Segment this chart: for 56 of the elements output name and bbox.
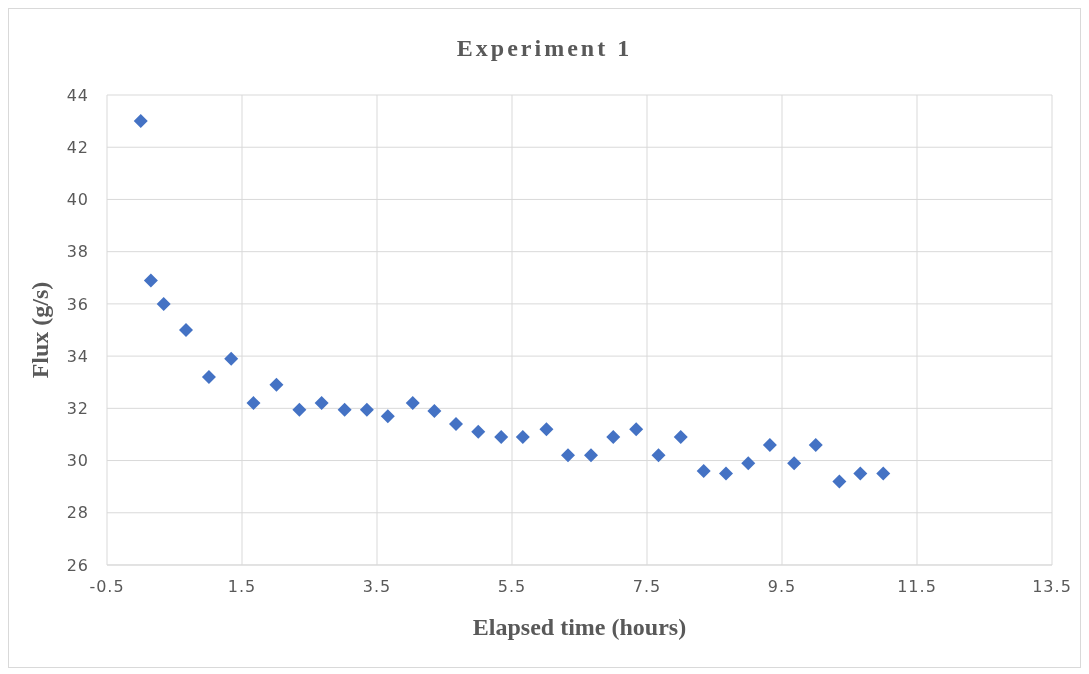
y-tick-label: 42 [66, 137, 89, 157]
point [583, 448, 598, 463]
x-tick-label: 3.5 [362, 577, 392, 597]
point [787, 456, 802, 471]
point [143, 273, 158, 288]
point [178, 323, 193, 337]
point [651, 448, 666, 463]
y-tick-label: 38 [66, 242, 89, 262]
point [314, 396, 329, 411]
point [448, 417, 463, 431]
point [741, 456, 756, 471]
x-tick-label: 9.5 [767, 577, 797, 597]
point [156, 296, 171, 311]
y-tick-label: 40 [66, 190, 89, 210]
y-tick-label: 34 [66, 346, 89, 366]
point [405, 396, 420, 411]
point [853, 466, 868, 481]
y-axis-title: Flux (g/s) [26, 281, 53, 379]
point [380, 409, 395, 424]
point [292, 402, 307, 417]
point [224, 351, 239, 366]
point [696, 464, 711, 478]
x-axis-title: Elapsed time (hours) [472, 614, 687, 640]
point [832, 474, 847, 489]
point [876, 466, 891, 481]
point [359, 402, 374, 417]
x-tick-label: 7.5 [632, 577, 662, 597]
y-tick-label: 30 [66, 451, 89, 471]
point [133, 114, 148, 129]
point [515, 430, 530, 445]
point [246, 396, 261, 411]
point [201, 370, 216, 384]
point [539, 422, 554, 437]
point [808, 437, 823, 452]
y-tick-label: 36 [66, 294, 89, 314]
chart-title: Experiment 1 [455, 35, 634, 62]
x-tick-label: 5.5 [497, 577, 527, 597]
point [606, 430, 621, 445]
x-tick-label: -0.5 [89, 577, 125, 597]
point [673, 430, 688, 445]
point [494, 430, 509, 445]
x-tick-label: 11.5 [897, 577, 937, 597]
point [629, 422, 644, 437]
point [427, 403, 442, 418]
x-tick-label: 1.5 [227, 577, 257, 597]
point [337, 402, 352, 417]
point [561, 448, 576, 463]
x-tick-label: 13.5 [1032, 577, 1072, 597]
point [471, 424, 486, 439]
y-tick-label: 28 [66, 503, 89, 523]
point [718, 466, 733, 481]
point [269, 377, 284, 392]
y-tick-label: 32 [66, 399, 89, 419]
y-tick-label: 26 [66, 555, 89, 575]
y-tick-label: 44 [66, 85, 89, 105]
point [762, 437, 777, 452]
